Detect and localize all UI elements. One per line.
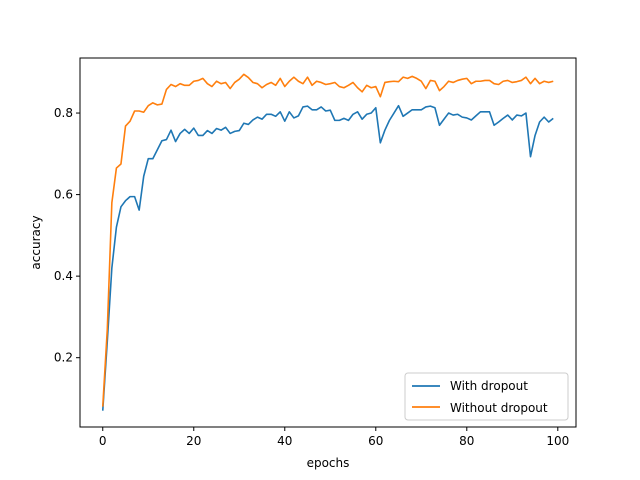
plot-frame (79, 57, 577, 428)
legend-label-without-dropout: Without dropout (450, 401, 548, 415)
legend-label-with-dropout: With dropout (450, 379, 528, 393)
x-tick-label: 80 (459, 434, 474, 448)
x-tick-label: 60 (368, 434, 383, 448)
x-tick-label: 20 (186, 434, 201, 448)
x-tick-label: 100 (546, 434, 569, 448)
y-tick-label: 0.4 (54, 269, 73, 283)
y-tick-label: 0.6 (54, 188, 73, 202)
y-tick-label: 0.2 (54, 351, 73, 365)
series-line-without-dropout (101, 73, 554, 407)
y-tick-label: 0.8 (54, 106, 73, 120)
y-axis-ticks: 0.2 0.4 0.6 0.8 (54, 106, 80, 365)
x-tick-label: 40 (277, 434, 292, 448)
series-layer (101, 73, 554, 411)
x-tick-label: 0 (99, 434, 107, 448)
legend-box (404, 372, 569, 421)
y-axis-label: accuracy (29, 215, 43, 269)
legend: With dropout Without dropout (404, 372, 569, 421)
x-axis-ticks: 0 20 40 60 80 100 (99, 427, 569, 448)
series-line-with-dropout (101, 104, 554, 411)
plot-area (80, 58, 576, 427)
x-axis-label: epochs (307, 456, 350, 470)
